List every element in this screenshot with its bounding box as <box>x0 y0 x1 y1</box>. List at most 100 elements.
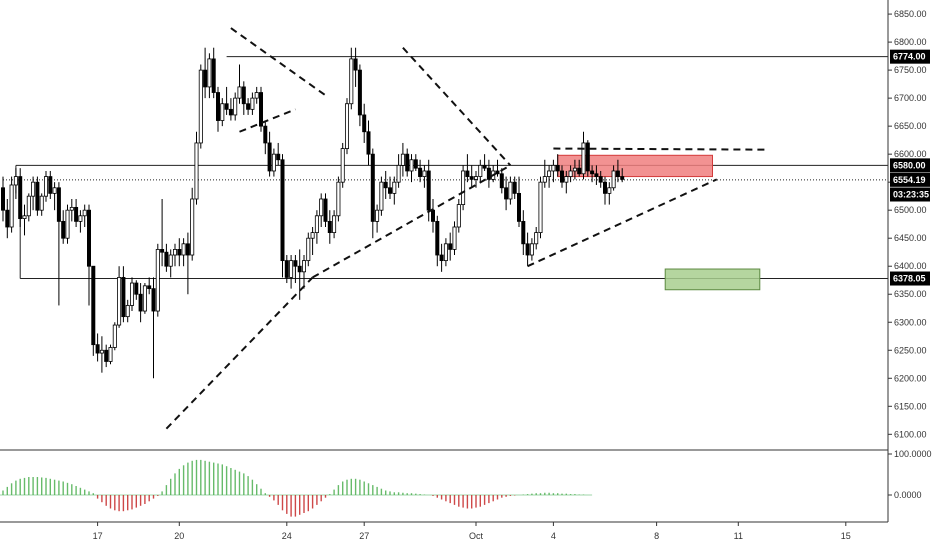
candle-body <box>314 215 319 234</box>
candle-body <box>237 86 242 99</box>
candle-body <box>310 232 315 239</box>
candle-body <box>35 181 40 211</box>
candle-body <box>220 103 225 121</box>
candle-body <box>207 58 212 88</box>
candle-body <box>5 209 10 228</box>
y-tick-label: 6450.00 <box>894 233 927 243</box>
candle-body <box>529 243 534 256</box>
candle-body <box>108 347 113 362</box>
candle-body <box>95 344 100 354</box>
candle-body <box>254 92 259 99</box>
candle-body <box>276 153 281 161</box>
candle-body <box>564 176 569 183</box>
y-tick-label: 6800.00 <box>894 37 927 47</box>
candle-body <box>387 187 392 194</box>
candle-body <box>572 167 577 172</box>
candle-body <box>405 153 410 172</box>
price-tag-label: 03:23:35 <box>893 190 929 200</box>
y-tick-label: 6300.00 <box>894 317 927 327</box>
candle-body <box>525 243 530 256</box>
candle-body <box>353 58 358 71</box>
candle-body <box>581 142 586 175</box>
candle-body <box>267 142 272 172</box>
candle-body <box>495 170 500 175</box>
zone-rect <box>664 268 761 291</box>
candle-body <box>482 164 487 169</box>
candle-body <box>517 192 522 222</box>
candle-body <box>168 254 173 267</box>
candle-body <box>78 215 83 222</box>
x-tick-label: 11 <box>734 531 743 541</box>
candle-body <box>336 181 341 217</box>
candle-body <box>538 181 543 234</box>
candle-body <box>194 142 199 200</box>
candle-body <box>534 232 539 245</box>
candle-body <box>349 58 354 105</box>
x-tick-label: 8 <box>654 531 659 541</box>
candle-body <box>293 260 298 267</box>
candle-body <box>99 349 104 354</box>
candle-body <box>555 164 560 172</box>
candle-body <box>190 198 195 256</box>
candle-body <box>344 103 349 149</box>
candle-body <box>340 148 345 183</box>
candle-body <box>418 167 423 177</box>
y-tick-label: 6350.00 <box>894 289 927 299</box>
y-tick-label: 6100.00 <box>894 429 927 439</box>
candle-body <box>18 176 23 219</box>
candle-body <box>560 170 565 183</box>
candle-body <box>585 142 590 172</box>
candle-body <box>439 254 444 262</box>
y-tick-label: 6400.00 <box>894 261 927 271</box>
candle-body <box>362 114 367 133</box>
candle-body <box>164 251 169 267</box>
x-tick-label: 24 <box>282 531 292 541</box>
candle-body <box>508 181 513 200</box>
candle-body <box>142 285 147 312</box>
candle-body <box>521 220 526 245</box>
candle-body <box>392 181 397 194</box>
candle-body <box>615 170 620 177</box>
candle-body <box>383 181 388 189</box>
candle-body <box>52 187 57 194</box>
candle-body <box>185 243 190 256</box>
candle-body <box>104 349 109 362</box>
candle-body <box>198 69 203 144</box>
candle-body <box>203 69 208 88</box>
candle-body <box>426 170 431 211</box>
candle-body <box>452 226 457 250</box>
y-tick-label: 6250.00 <box>894 345 927 355</box>
candle-body <box>155 249 160 312</box>
candle-body <box>228 108 233 116</box>
candle-body <box>486 167 491 180</box>
candle-body <box>271 153 276 172</box>
candle-body <box>370 153 375 222</box>
candle-body <box>375 209 380 222</box>
candle-body <box>13 176 18 186</box>
candle-body <box>151 288 156 312</box>
y-tick-label: 6150.00 <box>894 401 927 411</box>
candle-body <box>250 97 255 110</box>
price-tag <box>890 271 930 286</box>
candle-body <box>327 220 332 234</box>
candle-body <box>48 176 53 194</box>
candle-body <box>117 277 122 326</box>
candle-body <box>134 282 139 295</box>
candle-body <box>74 206 79 222</box>
dashed-trendline <box>553 147 769 151</box>
candle-body <box>177 249 182 256</box>
y-tick-label: 6600.00 <box>894 149 927 159</box>
candle-body <box>448 243 453 250</box>
candle-body <box>215 92 220 121</box>
candle-body <box>263 125 268 144</box>
candle-body <box>0 187 6 211</box>
candle-body <box>121 277 126 318</box>
oscillator-pane <box>0 459 593 517</box>
candle-body <box>65 209 70 239</box>
candle-body <box>129 282 134 306</box>
candle-body <box>568 170 573 177</box>
candle-body <box>172 249 177 256</box>
candle-body <box>211 58 216 93</box>
dashed-trendline <box>239 108 296 133</box>
